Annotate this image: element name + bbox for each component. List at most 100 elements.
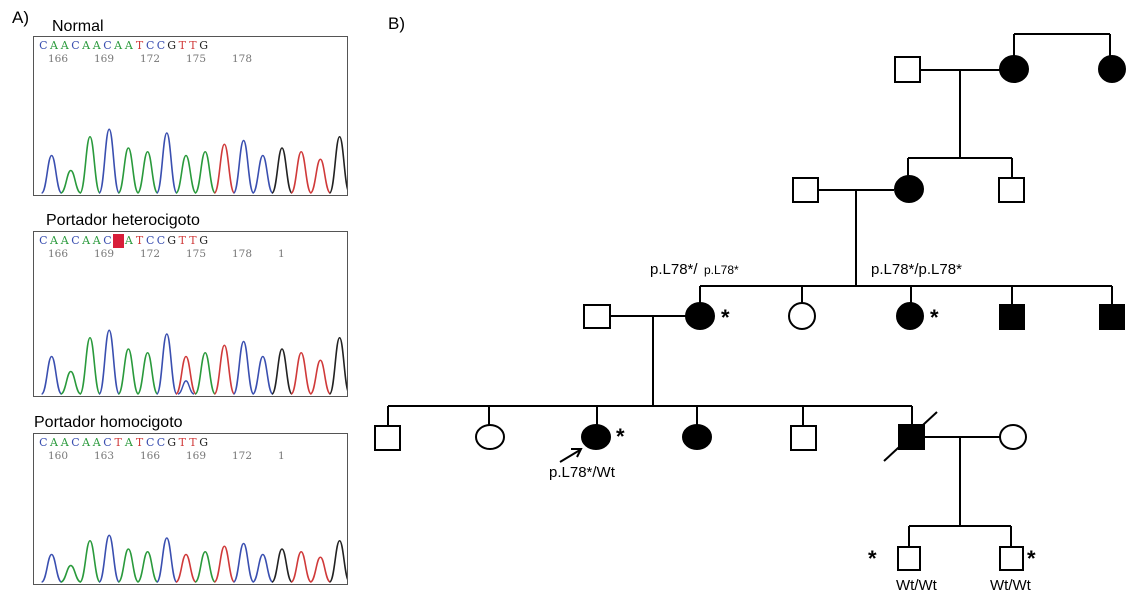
trace-peak [328,336,347,395]
base-letter: C [39,436,48,449]
trace-peak [79,336,101,395]
base-letter: A [50,234,58,247]
position-number: 178 [232,53,253,65]
position-number: 1 [278,248,285,260]
base-letter: C [103,234,112,247]
female-affected-symbol [896,302,924,330]
base-letter: A [92,39,101,52]
trace-peak [232,139,255,194]
male-unaffected-symbol [792,177,819,203]
trace-peak [98,128,120,194]
panel-a-label: A) [12,8,29,27]
base-letter: G [167,39,176,52]
base-letter: C [71,436,80,449]
female-affected-symbol [685,302,715,330]
pedigree-annotations: p.L78*/ p.L78* p.L78*/p.L78* p.L78*/Wt W… [549,261,1036,594]
base-letter: C [156,39,166,52]
base-letter: G [167,436,176,449]
proband-genotype-label: p.L78*/Wt [549,464,616,481]
base-letter: C [146,436,155,449]
trace-peak-secondary [177,380,195,395]
female-unaffected-symbol [788,302,816,330]
position-number: 166 [48,248,69,260]
position-number: 166 [48,53,69,65]
trace-peaks [41,534,347,583]
base-letter: A [60,39,69,52]
base-letter: T [178,436,186,449]
trace-peak [156,537,178,583]
position-number: 172 [232,450,253,462]
base-letter: A [82,39,91,52]
trace-peak [117,147,140,194]
asterisk-marker: * [1027,546,1036,571]
male-unaffected-symbol [998,177,1025,203]
position-number: 169 [94,248,115,260]
position-number: 166 [140,450,161,462]
base-letter: A [124,436,133,449]
trace-peak [290,351,312,395]
position-numbers: 166 169 172 175 178 [38,53,278,65]
base-letter: T [189,436,197,449]
trace-peak [79,135,101,194]
female-affected-symbol [894,175,924,203]
position-number: 1 [278,450,285,462]
base-letter: C [156,234,166,247]
position-number: 178 [232,248,253,260]
trace-title-heterozygous: Portador heterocigoto [46,212,200,229]
female-unaffected-symbol [475,424,505,450]
base-letter: A [92,436,101,449]
male-unaffected-symbol [583,304,611,329]
trace-peak [194,351,216,395]
female-affected-symbol [999,55,1029,83]
male-affected-symbol [1099,304,1125,330]
trace-peak [60,169,82,194]
trace-peak [156,132,178,194]
base-letter: C [71,39,80,52]
trace-peak [194,550,216,583]
position-number: 169 [94,53,115,65]
panel-b-label: B) [388,14,405,33]
base-letter [112,234,124,248]
trace-peak [98,534,120,583]
trace-peak [252,154,274,194]
male-unaffected-symbol [374,425,401,451]
trace-peak [79,539,101,583]
male-unaffected-symbol [999,546,1024,571]
trace-peak [271,348,293,395]
base-letter: G [199,234,209,247]
base-letter: C [103,436,112,449]
trace-peak [271,548,293,583]
base-letter: C [146,39,155,52]
male-affected-symbol [999,304,1025,330]
trace-peak [175,553,197,583]
trace-peak [156,333,178,395]
base-letter: T [135,39,144,52]
trace-peak [136,351,159,395]
base-letter: T [135,436,144,449]
base-letter: G [199,39,209,52]
genotype-label: p.L78* [704,263,739,277]
trace-peak [136,150,159,194]
position-number: 160 [48,450,69,462]
trace-peak [213,545,236,583]
asterisk-marker: * [868,546,877,571]
genotype-label: p.L78*/p.L78* [871,261,962,278]
trace-peak [309,158,332,194]
position-numbers: 160 163 166 169 172 1 [38,450,324,462]
position-number: 172 [140,53,161,65]
proband-arrow [559,449,581,463]
trace-peak [232,542,255,583]
genotype-label: Wt/Wt [990,577,1032,594]
trace-peak [309,556,331,583]
trace-peak [252,355,274,395]
trace-title-homozygous: Portador homocigoto [34,414,183,431]
male-unaffected-symbol [897,546,921,571]
base-letter: C [146,234,155,247]
male-affected-deceased-symbol [898,424,925,450]
trace-peak [309,359,332,395]
base-letter: A [124,39,133,52]
